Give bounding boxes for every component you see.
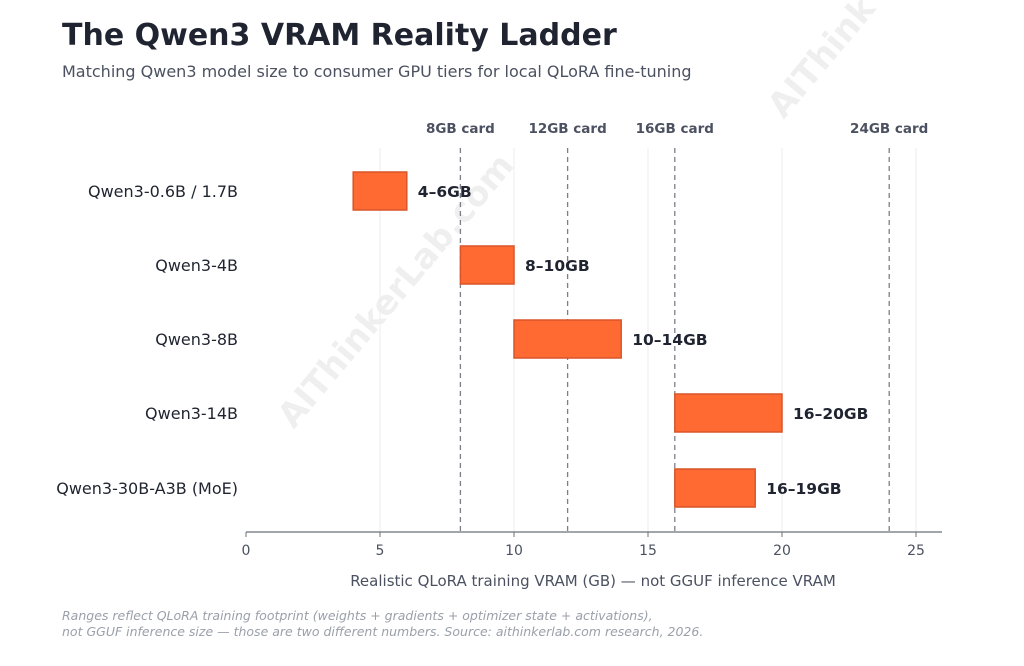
category-labels: Qwen3-0.6B / 1.7B Qwen3-4B Qwen3-8B Qwen3-1…: [56, 182, 238, 498]
category-label: Qwen3-4B: [155, 256, 238, 275]
range-bar: [352, 171, 408, 211]
x-axis-label: Realistic QLoRA training VRAM (GB) — not…: [350, 572, 836, 590]
bar-data-label: 16–19GB: [766, 480, 841, 498]
x-tick-label: 10: [505, 543, 523, 559]
reference-line-label: 24GB card: [850, 121, 928, 137]
range-bar: [674, 468, 756, 508]
reference-line-label: 12GB card: [528, 121, 606, 137]
x-axis: 0 5 10 15 20 25: [242, 531, 942, 559]
chart-canvas: 8GB card 12GB card 16GB card 24GB card 4–6G…: [56, 121, 942, 590]
bar-data-label: 16–20GB: [793, 405, 868, 423]
range-bar: [459, 245, 515, 285]
bar-data-label: 8–10GB: [525, 257, 590, 275]
category-label: Qwen3-30B-A3B (MoE): [56, 479, 238, 498]
category-label: Qwen3-14B: [145, 404, 238, 423]
chart-title: The Qwen3 VRAM Reality Ladder: [62, 18, 617, 53]
category-label: Qwen3-8B: [155, 330, 238, 349]
bars: 4–6GB 8–10GB 10–14GB 16–20GB 16–19GB: [352, 171, 868, 508]
category-label: Qwen3-0.6B / 1.7B: [88, 182, 238, 201]
x-tick-label: 0: [242, 543, 251, 559]
footnote-line-1: Ranges reflect QLoRA training footprint …: [62, 608, 653, 623]
footnote: Ranges reflect QLoRA training footprint …: [62, 608, 703, 640]
x-tick-label: 25: [907, 543, 925, 559]
reference-line-label: 16GB card: [636, 121, 714, 137]
reference-line-label: 8GB card: [426, 121, 495, 137]
range-bar: [674, 393, 783, 433]
bar-data-label: 10–14GB: [632, 331, 707, 349]
x-tick-label: 5: [376, 543, 385, 559]
chart-subtitle: Matching Qwen3 model size to consumer GP…: [62, 62, 692, 81]
x-tick-label: 20: [773, 543, 791, 559]
footnote-line-2: not GGUF inference size — those are two …: [62, 624, 704, 639]
bar-data-label: 4–6GB: [418, 183, 472, 201]
range-bar: [513, 319, 622, 359]
x-tick-label: 15: [639, 543, 657, 559]
